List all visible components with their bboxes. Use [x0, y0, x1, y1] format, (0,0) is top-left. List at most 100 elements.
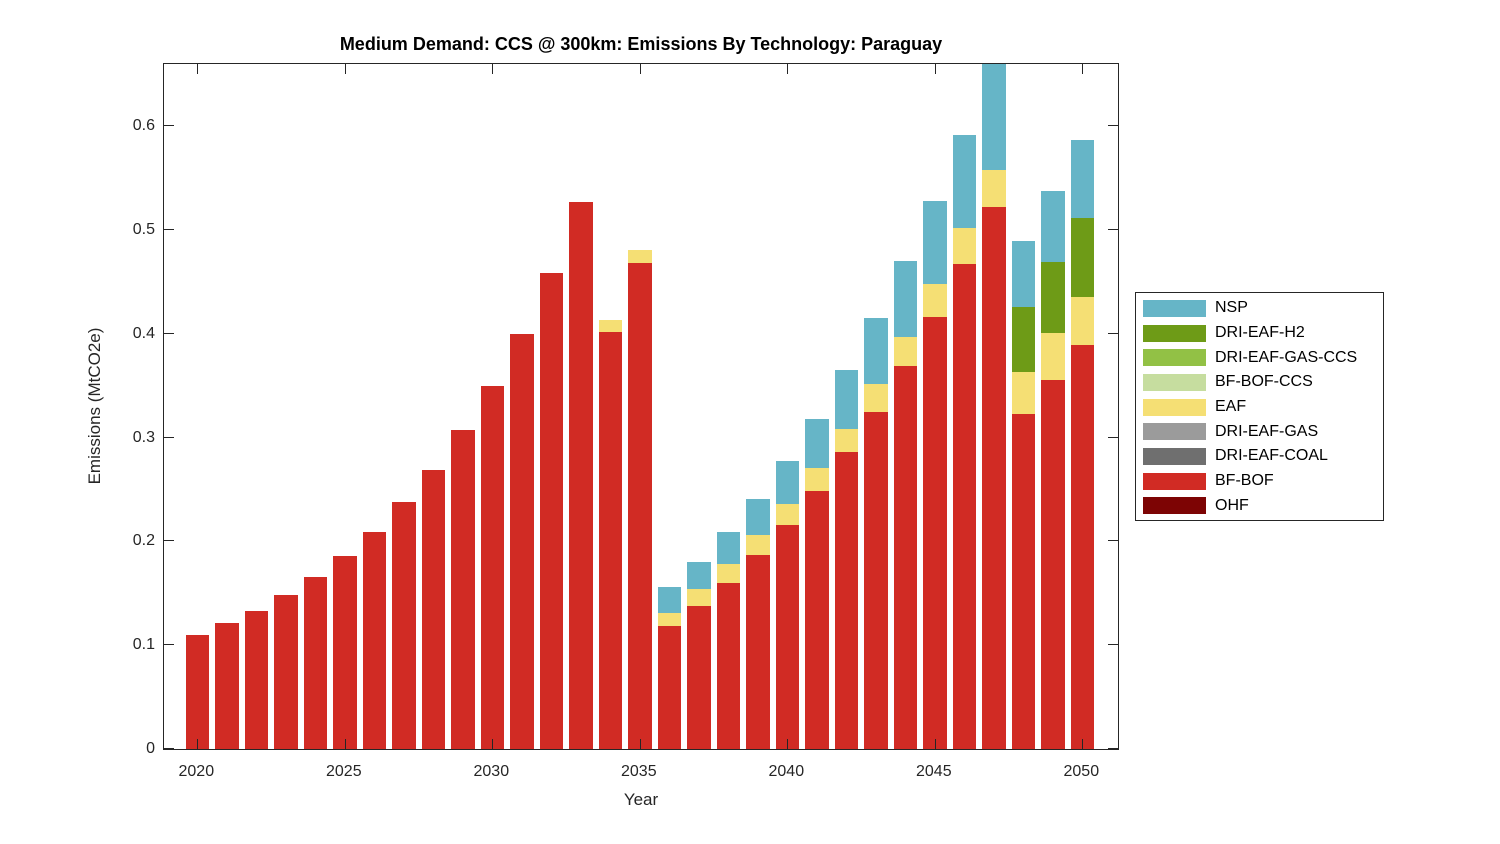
x-tick-mark [492, 739, 494, 749]
y-tick-label: 0.3 [132, 428, 155, 446]
legend-label: OHF [1215, 496, 1249, 514]
x-tick-label: 2025 [326, 763, 362, 780]
bar-segment-2027-BF-BOF [392, 502, 416, 749]
legend-item-OHF: OHF [1136, 494, 1383, 519]
bar-segment-2020-BF-BOF [185, 634, 210, 749]
y-tick-label: 0.5 [132, 221, 155, 239]
bar-segment-2039-EAF [746, 535, 770, 555]
legend-swatch-DRI-EAF-COAL [1143, 447, 1206, 465]
bar-segment-2040-EAF [775, 504, 800, 525]
bar-segment-2039-BF-BOF [746, 554, 770, 749]
x-tick-mark [639, 64, 641, 74]
bar-segment-2050-NSP [1070, 139, 1095, 218]
bar-segment-2044-BF-BOF [893, 366, 918, 749]
y-tick-mark [1108, 229, 1118, 231]
bar-segment-2046-BF-BOF [952, 264, 977, 749]
bar-segment-2037-BF-BOF [687, 605, 711, 749]
bar-segment-2040-NSP [775, 460, 800, 505]
x-tick-mark [492, 64, 494, 74]
legend-label: DRI-EAF-GAS [1215, 422, 1319, 440]
x-tick-mark [197, 64, 199, 74]
bar-segment-2036-EAF [657, 613, 682, 626]
bar-segment-2037-NSP [687, 562, 711, 590]
y-tick-label: 0.2 [132, 532, 155, 550]
y-tick-mark [1108, 748, 1118, 749]
bar-segment-2050-EAF [1070, 296, 1095, 346]
x-tick-label: 2050 [1063, 763, 1100, 780]
bar-segment-2026-BF-BOF [362, 532, 387, 749]
y-tick-label: 0 [146, 740, 155, 757]
x-axis-label: Year [623, 790, 659, 809]
legend-item-DRI-EAF-COAL: DRI-EAF-COAL [1136, 444, 1383, 469]
bar-segment-2043-BF-BOF [864, 411, 888, 749]
x-tick-mark [934, 64, 936, 74]
bar-segment-2042-NSP [834, 370, 859, 430]
legend-label: BF-BOF-CCS [1215, 373, 1313, 391]
bar-segment-2045-BF-BOF [923, 317, 947, 749]
y-tick-mark [164, 644, 174, 646]
bar-segment-2048-BF-BOF [1011, 413, 1036, 749]
legend-item-DRI-EAF-GAS: DRI-EAF-GAS [1136, 419, 1383, 444]
y-tick-mark [164, 229, 174, 231]
bar-segment-2046-EAF [952, 228, 977, 265]
bar-segment-2050-DRI-EAF-H2 [1070, 217, 1095, 297]
x-tick-label: 2040 [768, 763, 805, 780]
y-tick-label: 0.1 [132, 636, 155, 654]
x-tick-mark [787, 739, 789, 749]
plot-area [163, 63, 1119, 750]
bar-segment-2044-NSP [893, 261, 918, 337]
legend-swatch-NSP [1143, 299, 1206, 317]
legend-label: DRI-EAF-H2 [1215, 324, 1305, 342]
bar-segment-2021-BF-BOF [215, 623, 239, 749]
bar-segment-2044-EAF [893, 336, 918, 366]
x-tick-mark [344, 739, 346, 749]
bar-segment-2030-BF-BOF [480, 385, 505, 749]
bar-segment-2049-BF-BOF [1041, 379, 1065, 749]
x-tick-label: 2020 [178, 763, 215, 780]
y-tick-label: 0.6 [132, 117, 155, 135]
x-tick-label: 2045 [916, 763, 952, 780]
legend-item-BF-BOF-CCS: BF-BOF-CCS [1136, 370, 1383, 395]
y-tick-mark [164, 125, 174, 127]
bar-segment-2050-BF-BOF [1070, 345, 1095, 749]
bar-segment-2041-NSP [805, 418, 829, 468]
bar-segment-2042-BF-BOF [834, 452, 859, 749]
bar-segment-2029-BF-BOF [451, 430, 475, 749]
y-tick-mark [1108, 436, 1118, 438]
bar-segment-2034-BF-BOF [598, 331, 623, 749]
legend-item-DRI-EAF-GAS-CCS: DRI-EAF-GAS-CCS [1136, 345, 1383, 370]
bar-segment-2045-EAF [923, 284, 947, 318]
bar-segment-2047-NSP [982, 64, 1006, 170]
bar-segment-2041-BF-BOF [805, 490, 829, 749]
legend-swatch-DRI-EAF-GAS [1143, 423, 1206, 441]
legend-swatch-OHF [1143, 497, 1206, 515]
bar-segment-2025-BF-BOF [333, 556, 357, 749]
x-tick-mark [197, 739, 199, 749]
bar-segment-2049-EAF [1041, 332, 1065, 380]
bar-segment-2047-BF-BOF [982, 207, 1006, 749]
bar-segment-2039-NSP [746, 498, 770, 536]
x-tick-label: 2035 [621, 763, 657, 780]
bar-segment-2046-NSP [952, 134, 977, 228]
bar-segment-2037-EAF [687, 589, 711, 606]
chart-title: Medium Demand: CCS @ 300km: Emissions By… [339, 34, 943, 54]
y-tick-mark [1108, 332, 1118, 334]
legend-box: NSP DRI-EAF-H2 DRI-EAF-GAS-CCS BF-BOF-CCS EA… [1135, 292, 1384, 521]
legend-item-BF-BOF: BF-BOF [1136, 469, 1383, 494]
bar-segment-2023-BF-BOF [274, 595, 298, 749]
bar-segment-2038-EAF [716, 564, 741, 583]
x-tick-mark [787, 64, 789, 74]
legend-label: DRI-EAF-GAS-CCS [1215, 348, 1358, 366]
bar-segment-2036-BF-BOF [657, 625, 682, 749]
x-tick-mark [934, 739, 936, 749]
legend-item-NSP: NSP [1136, 296, 1383, 321]
legend-label: BF-BOF [1215, 472, 1274, 490]
bar-segment-2028-BF-BOF [421, 469, 446, 749]
x-tick-mark [639, 739, 641, 749]
bar-segment-2042-EAF [834, 429, 859, 453]
bar-segment-2038-NSP [716, 532, 741, 565]
bar-segment-2035-BF-BOF [628, 263, 652, 749]
legend-label: NSP [1215, 299, 1248, 317]
bar-segment-2049-DRI-EAF-H2 [1041, 262, 1065, 333]
